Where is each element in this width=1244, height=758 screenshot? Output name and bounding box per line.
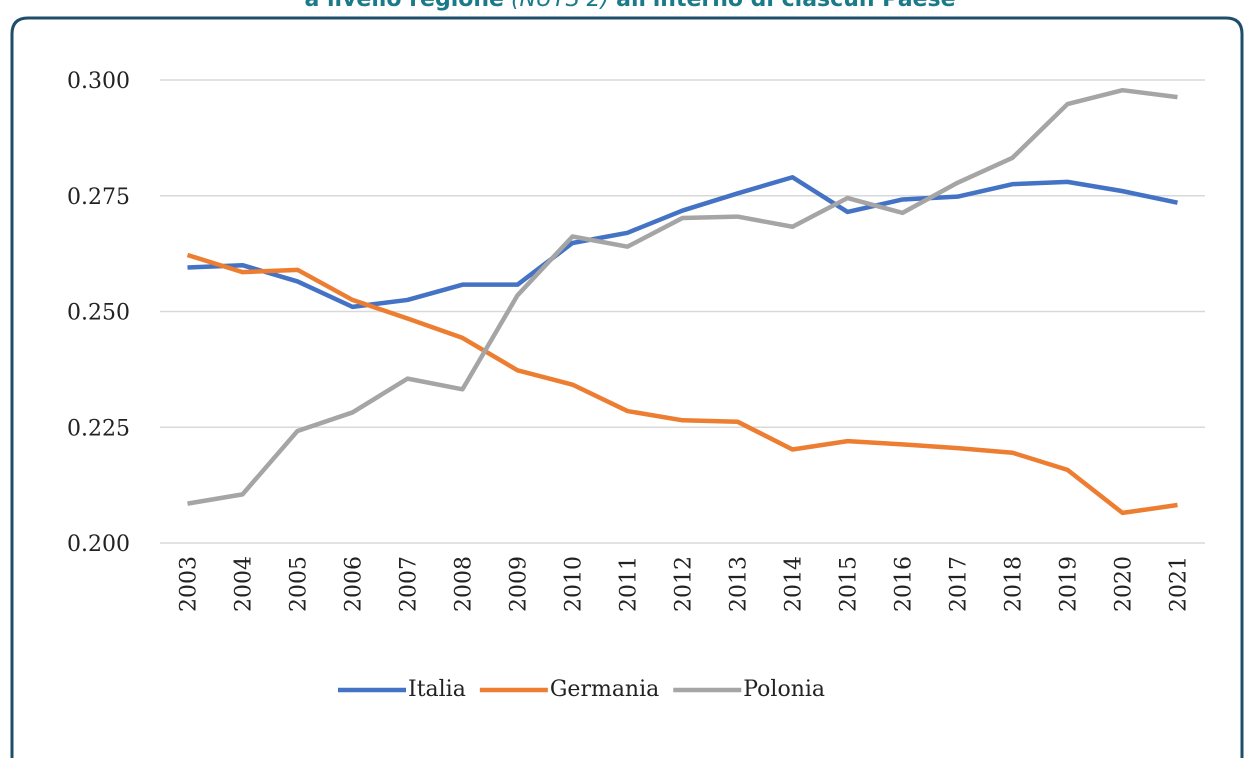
x-tick-label: 2010 bbox=[562, 556, 587, 612]
y-tick-label: 0.225 bbox=[67, 416, 130, 441]
x-tick-label: 2006 bbox=[342, 556, 367, 612]
y-tick-label: 0.250 bbox=[67, 301, 130, 326]
x-tick-label: 2011 bbox=[617, 556, 642, 612]
x-tick-label: 2008 bbox=[452, 556, 477, 612]
legend-label: Polonia bbox=[743, 677, 825, 702]
x-tick-label: 2017 bbox=[947, 556, 972, 612]
series-line bbox=[186, 252, 1178, 516]
x-tick-label: 2005 bbox=[287, 556, 312, 612]
legend-label: Germania bbox=[550, 677, 659, 702]
x-tick-label: 2013 bbox=[727, 556, 752, 612]
x-tick-label: 2020 bbox=[1112, 556, 1137, 612]
y-tick-label: 0.200 bbox=[67, 532, 130, 557]
x-tick-label: 2004 bbox=[232, 556, 257, 612]
y-tick-label: 0.275 bbox=[67, 185, 130, 210]
x-tick-label: 2007 bbox=[397, 556, 422, 612]
y-tick-label: 0.300 bbox=[67, 69, 130, 94]
series-line bbox=[187, 87, 1178, 506]
chart-title: a livello regione (NUTS 2) all'interno di … bbox=[305, 0, 956, 12]
x-tick-label: 2021 bbox=[1167, 556, 1192, 612]
title-part: (NUTS 2) bbox=[511, 0, 609, 12]
x-tick-label: 2016 bbox=[892, 556, 917, 612]
x-tick-label: 2014 bbox=[782, 556, 807, 612]
title-part: a livello regione bbox=[305, 0, 504, 12]
legend-label: Italia bbox=[408, 677, 466, 702]
x-tick-label: 2018 bbox=[1002, 556, 1027, 612]
x-tick-label: 2012 bbox=[672, 556, 697, 612]
x-tick-label: 2009 bbox=[507, 556, 532, 612]
x-tick-label: 2015 bbox=[837, 556, 862, 612]
title-part: all'interno di ciascun Paese bbox=[616, 0, 955, 12]
series-line bbox=[187, 174, 1178, 310]
frame bbox=[10, 16, 1244, 758]
x-tick-label: 2003 bbox=[177, 556, 202, 612]
x-tick-label: 2019 bbox=[1057, 556, 1082, 612]
